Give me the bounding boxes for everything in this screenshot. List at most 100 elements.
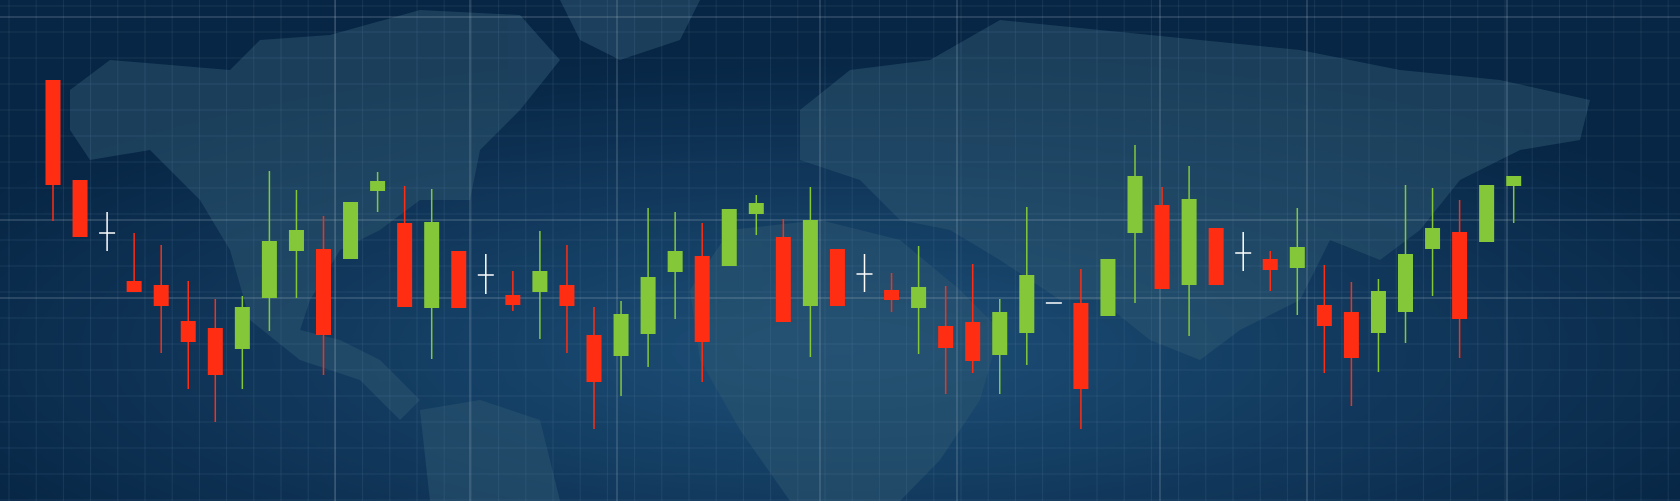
- candle-bearish: [829, 249, 845, 306]
- candle-bullish: [802, 187, 818, 357]
- candle-bullish: [613, 301, 629, 396]
- candle-bullish: [748, 195, 764, 235]
- candle-body: [721, 209, 737, 266]
- candle-body: [343, 202, 359, 259]
- candle-body: [1506, 176, 1522, 186]
- map-south-america: [420, 400, 560, 501]
- candle-body: [532, 271, 548, 292]
- candle-bullish: [1398, 185, 1413, 343]
- candle-bullish: [1425, 188, 1441, 296]
- candle-body: [613, 314, 629, 356]
- candle-bullish: [640, 208, 656, 367]
- candle-bearish: [1452, 200, 1468, 358]
- candle-body: [1100, 259, 1116, 316]
- candle-bullish: [1370, 279, 1386, 372]
- candle-bearish: [559, 245, 575, 353]
- candle-body: [829, 249, 845, 306]
- candle-bullish: [532, 231, 548, 339]
- candle-bearish: [72, 180, 88, 237]
- candle-body: [234, 307, 250, 349]
- candle-body: [288, 230, 304, 251]
- candle-body: [126, 281, 142, 292]
- candle-bullish: [370, 172, 386, 212]
- map-north-america: [70, 10, 560, 420]
- candle-body: [667, 251, 683, 272]
- candle-body: [1127, 176, 1143, 233]
- candle-bearish: [884, 273, 900, 312]
- candle-bearish: [938, 286, 954, 394]
- map-eurasia: [800, 20, 1590, 360]
- candle-body: [72, 180, 88, 237]
- candle-bullish: [1479, 185, 1495, 242]
- candle-body: [775, 237, 791, 322]
- candle-bullish: [343, 202, 359, 259]
- candle-bullish: [1506, 176, 1522, 223]
- candle-body: [1154, 205, 1170, 289]
- candle-body: [992, 312, 1008, 355]
- candle-bullish: [1289, 208, 1305, 315]
- candle-body: [1316, 305, 1332, 326]
- candle-body: [911, 287, 927, 308]
- candle-body: [586, 335, 602, 382]
- candle-bullish: [424, 189, 440, 359]
- candle-bullish: [1019, 207, 1035, 365]
- candle-body: [505, 295, 521, 305]
- candle-body: [261, 241, 277, 298]
- candle-body: [938, 326, 954, 348]
- candle-body: [1343, 312, 1359, 358]
- candle-bearish: [207, 299, 223, 422]
- candle-body: [424, 222, 440, 308]
- candle-bearish: [1343, 282, 1359, 406]
- candle-body: [1019, 275, 1035, 333]
- candle-body: [640, 277, 656, 334]
- candle-bullish: [992, 299, 1008, 394]
- candle-body: [1479, 185, 1495, 242]
- candle-bearish: [45, 80, 61, 221]
- candle-bearish: [1208, 228, 1224, 285]
- candle-body: [207, 328, 223, 375]
- candle-body: [397, 223, 413, 307]
- candle-body: [1452, 232, 1468, 319]
- candle-bearish: [965, 264, 981, 373]
- candle-bullish: [721, 209, 737, 266]
- candle-bullish: [667, 212, 683, 319]
- candle-bearish: [1073, 269, 1089, 429]
- candle-body: [370, 181, 386, 191]
- candle-bearish: [451, 251, 467, 308]
- candle-bearish: [586, 307, 602, 429]
- world-map: [70, 0, 1590, 501]
- candle-body: [1073, 303, 1089, 389]
- candle-bearish: [1154, 187, 1170, 289]
- candle-body: [1181, 199, 1197, 285]
- candle-doji: [477, 254, 494, 294]
- candle-bearish: [126, 233, 142, 292]
- map-greenland: [560, 0, 700, 60]
- candle-bullish: [234, 296, 250, 389]
- candle-body: [965, 322, 981, 361]
- candle-body: [180, 321, 196, 342]
- candle-bullish: [911, 246, 927, 354]
- candles: [45, 80, 1522, 429]
- candle-body: [694, 256, 710, 342]
- candle-doji: [1235, 232, 1252, 271]
- candle-body: [748, 203, 764, 214]
- candle-bearish: [775, 219, 791, 322]
- candle-body: [1208, 228, 1224, 285]
- candle-body: [1289, 247, 1305, 268]
- candle-bullish: [1181, 166, 1197, 336]
- candle-body: [559, 285, 575, 306]
- candle-bearish: [180, 281, 196, 389]
- candle-bullish: [1100, 259, 1116, 316]
- candle-bullish: [288, 190, 304, 298]
- candle-body: [1425, 228, 1441, 249]
- candle-bearish: [397, 186, 413, 307]
- candle-doji: [856, 254, 873, 292]
- candle-bearish: [1262, 251, 1278, 291]
- candle-bearish: [1316, 265, 1332, 373]
- candle-bearish: [505, 271, 521, 311]
- candle-bearish: [153, 245, 169, 353]
- candle-body: [45, 80, 61, 185]
- candle-bullish: [261, 171, 277, 331]
- candle-body: [1398, 254, 1413, 312]
- candle-doji: [99, 212, 116, 251]
